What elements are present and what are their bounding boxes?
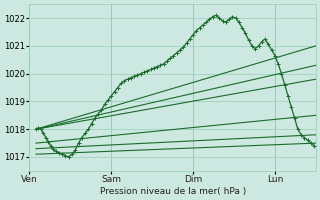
X-axis label: Pression niveau de la mer( hPa ): Pression niveau de la mer( hPa ) bbox=[100, 187, 246, 196]
